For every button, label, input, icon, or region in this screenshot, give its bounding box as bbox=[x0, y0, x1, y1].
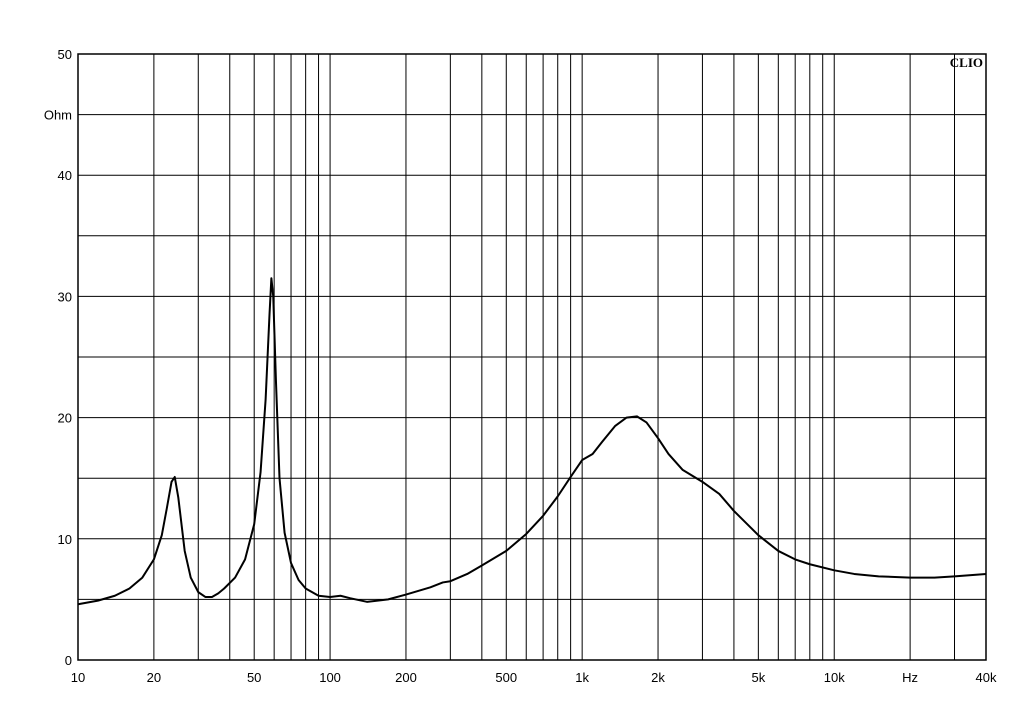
y-tick-label: 20 bbox=[58, 411, 72, 426]
x-tick-label: 10 bbox=[71, 670, 85, 685]
y-tick-label: 50 bbox=[58, 47, 72, 62]
x-tick-label: 5k bbox=[751, 670, 765, 685]
y-tick-label: 30 bbox=[58, 289, 72, 304]
x-tick-label: Hz bbox=[902, 670, 918, 685]
y-unit-label: Ohm bbox=[44, 108, 72, 123]
x-tick-label: 100 bbox=[319, 670, 341, 685]
y-tick-labels: 0 10 20 30 40 Ohm 50 bbox=[44, 47, 72, 668]
y-tick-label: 40 bbox=[58, 168, 72, 183]
x-tick-label: 10k bbox=[824, 670, 845, 685]
y-tick-label: 0 bbox=[65, 653, 72, 668]
x-tick-label: 20 bbox=[147, 670, 161, 685]
x-tick-label: 1k bbox=[575, 670, 589, 685]
brand-label: CLIO bbox=[950, 55, 983, 70]
x-tick-label: 2k bbox=[651, 670, 665, 685]
x-tick-label: 200 bbox=[395, 670, 417, 685]
y-tick-label: 10 bbox=[58, 532, 72, 547]
impedance-curve bbox=[77, 277, 987, 606]
x-tick-label: 50 bbox=[247, 670, 261, 685]
plot-frame bbox=[77, 53, 987, 661]
x-tick-label: 500 bbox=[495, 670, 517, 685]
x-tick-labels: 10 20 50 100 200 500 1k 2k 5k 10k Hz 40k bbox=[71, 670, 997, 685]
x-tick-label: 40k bbox=[976, 670, 997, 685]
